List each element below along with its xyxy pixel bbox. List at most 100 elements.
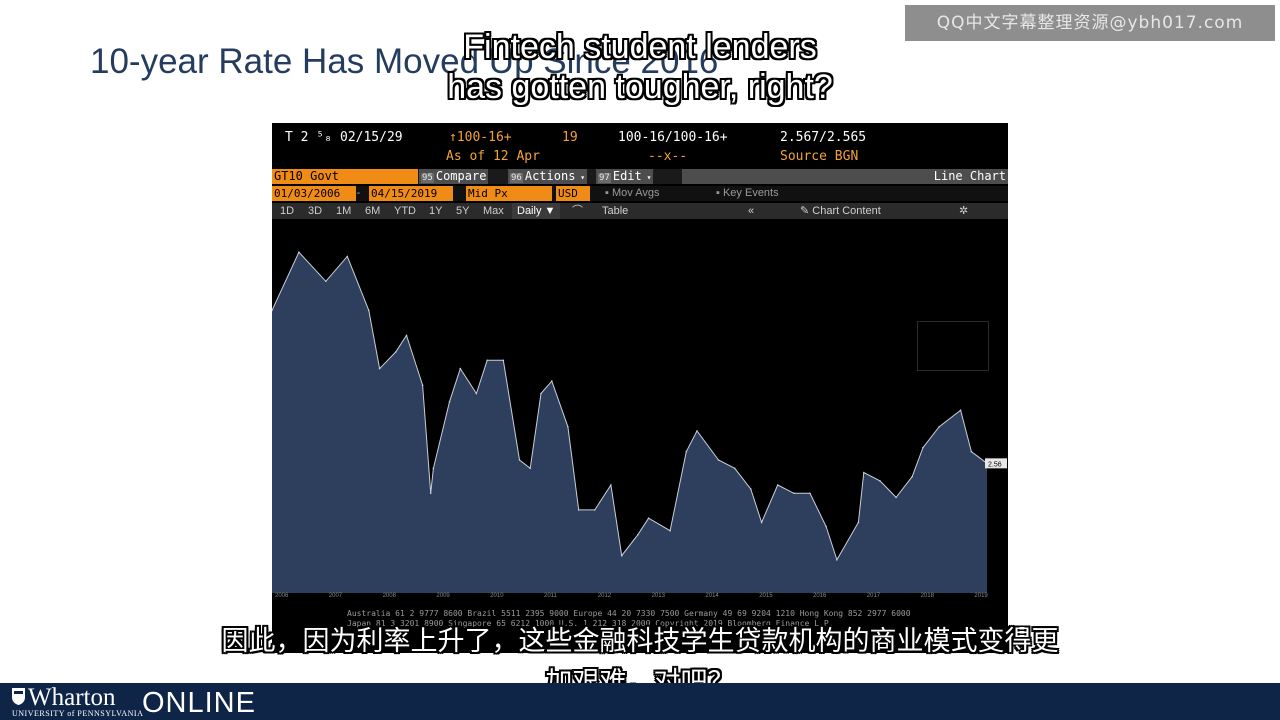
- data-point: [637, 534, 639, 536]
- actions-code: 96: [510, 173, 523, 183]
- data-point: [368, 309, 370, 312]
- chevron-down-icon: ▾: [641, 173, 652, 182]
- period-tab-1m[interactable]: 1M: [336, 205, 352, 217]
- data-point: [836, 559, 838, 561]
- data-point: [529, 467, 531, 470]
- subtitle-english-line-2: has gotten tougher, right?: [447, 68, 833, 106]
- period-tab-1d[interactable]: 1D: [280, 205, 295, 217]
- period-tab-max[interactable]: Max: [483, 205, 504, 217]
- data-point: [911, 475, 913, 478]
- key-events-toggle[interactable]: ▪ Key Events: [716, 186, 779, 201]
- data-point: [620, 554, 623, 557]
- compare-button[interactable]: 95 Compare: [419, 169, 489, 184]
- data-point: [863, 471, 865, 474]
- data-point: [685, 450, 688, 453]
- field-select[interactable]: Mid Px: [466, 186, 552, 201]
- data-point: [959, 409, 962, 411]
- checkbox-icon: ▪: [605, 187, 612, 199]
- x-tick-label: 2010: [490, 593, 504, 599]
- table-button[interactable]: Table: [602, 205, 629, 217]
- actions-menu[interactable]: 96 Actions ▾: [508, 169, 588, 184]
- footer-contact-line-1: Australia 61 2 9777 8600 Brazil 5511 239…: [347, 609, 911, 618]
- gear-icon[interactable]: ✲: [959, 205, 969, 217]
- data-point: [825, 525, 827, 528]
- checkbox-icon: ▪: [716, 187, 723, 199]
- edit-label: Edit: [612, 169, 642, 183]
- data-point: [271, 309, 273, 312]
- chart-area: 2.56: [271, 219, 1008, 593]
- footer-contact-line-2: Japan 81 3 3201 8900 Singapore 65 6212 1…: [347, 619, 834, 628]
- data-point: [475, 392, 478, 395]
- security-field[interactable]: GT10 Govt: [272, 169, 418, 184]
- watermark: QQ中文字幕整理资源@ybh017.com: [905, 5, 1275, 41]
- data-point: [970, 450, 973, 453]
- subtitle-english-line-1: Fintech student lenders: [463, 28, 817, 66]
- period-tab-ytd[interactable]: YTD: [394, 205, 416, 217]
- period-tab-1y[interactable]: 1Y: [429, 205, 443, 217]
- data-point: [922, 446, 924, 449]
- x-tick-label: 2014: [705, 593, 719, 599]
- chart-content-label: Chart Content: [812, 205, 881, 217]
- x-tick-label: 2017: [866, 593, 881, 599]
- data-point: [502, 359, 505, 362]
- data-point: [346, 255, 349, 258]
- data-point: [717, 459, 720, 461]
- pencil-icon: ✎: [800, 205, 813, 217]
- data-point: [567, 426, 569, 428]
- chart-content-button[interactable]: ✎ Chart Content: [800, 203, 881, 219]
- data-point: [696, 430, 698, 432]
- currency-select[interactable]: USD: [556, 186, 590, 201]
- compare-code: 95: [421, 173, 434, 183]
- mov-avgs-toggle[interactable]: ▪ Mov Avgs: [605, 186, 659, 201]
- data-point: [938, 426, 940, 428]
- source-label: Source BGN: [780, 149, 859, 164]
- frequency-select[interactable]: Daily ▼: [512, 203, 561, 219]
- period-tab-6m[interactable]: 6M: [365, 205, 381, 217]
- collapse-button[interactable]: «: [748, 205, 755, 217]
- x-tick-label: 2011: [543, 593, 557, 599]
- x-tick-label: 2009: [436, 593, 450, 599]
- shield-icon: [12, 688, 25, 705]
- chart-legend: [917, 321, 989, 371]
- data-point: [610, 484, 612, 486]
- x-tick-label: 2016: [812, 593, 827, 599]
- data-point: [432, 467, 435, 470]
- start-date-field[interactable]: 01/03/2006: [272, 186, 356, 201]
- rate-chart: 2.56: [271, 251, 1007, 593]
- bloomberg-terminal: T 2 ⁵₈ 02/15/29 ↑100-16+ 19 100-16/100-1…: [271, 123, 1008, 653]
- ticker: T 2 ⁵₈: [285, 130, 332, 145]
- x-tick-label: 2006: [275, 593, 289, 599]
- data-point: [421, 384, 424, 386]
- x-tick-label: 2007: [328, 593, 343, 599]
- data-point: [594, 509, 596, 511]
- period-tab-5y[interactable]: 5Y: [456, 205, 470, 217]
- actions-label: Actions: [524, 169, 576, 183]
- last-value-marker: [985, 458, 1007, 469]
- period-tab-3d[interactable]: 3D: [308, 205, 323, 217]
- data-point: [669, 529, 671, 532]
- edit-menu[interactable]: 97 Edit ▾: [596, 169, 654, 184]
- key-events-label: Key Events: [722, 187, 779, 199]
- data-point: [776, 484, 779, 486]
- data-point: [486, 359, 488, 362]
- data-point: [459, 367, 462, 370]
- data-point: [760, 521, 763, 524]
- data-point: [448, 401, 451, 403]
- x-tick-label: 2018: [920, 593, 934, 599]
- data-point: [540, 392, 542, 395]
- chart-type-label[interactable]: Line Chart: [682, 169, 1008, 184]
- data-point: [551, 380, 553, 382]
- slide-title: 10-year Rate Has Moved Up Since 2016: [90, 42, 719, 81]
- chart-style-icon[interactable]: ⌒: [572, 205, 583, 217]
- data-point: [733, 467, 736, 470]
- chevron-down-icon: ▾: [575, 173, 586, 182]
- data-point: [518, 459, 521, 461]
- last-value-label: 2.56: [988, 461, 1002, 468]
- x-tick-label: 2019: [974, 593, 988, 599]
- data-point: [298, 251, 300, 253]
- data-point: [793, 492, 795, 495]
- data-point: [378, 367, 381, 370]
- end-date-field[interactable]: 04/15/2019: [369, 186, 453, 201]
- data-point: [750, 488, 752, 490]
- yield: 2.567/2.565: [780, 130, 867, 145]
